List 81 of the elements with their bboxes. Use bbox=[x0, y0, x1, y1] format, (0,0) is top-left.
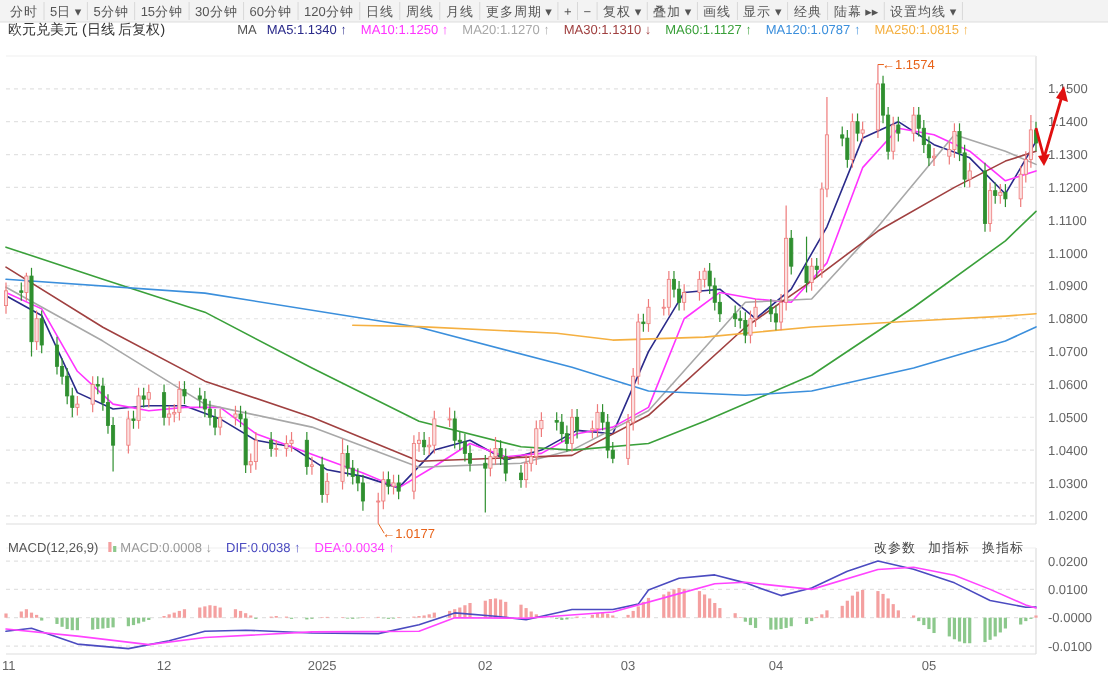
candlestick bbox=[253, 431, 258, 471]
candlestick bbox=[993, 181, 998, 205]
candlestick bbox=[911, 106, 916, 142]
candlestick bbox=[789, 229, 794, 275]
candlestick bbox=[641, 313, 646, 333]
candlestick bbox=[575, 408, 580, 440]
candlestick bbox=[396, 474, 401, 500]
candlestick bbox=[682, 283, 687, 312]
candlestick bbox=[804, 236, 809, 294]
candlestick bbox=[814, 257, 819, 279]
candlestick bbox=[447, 406, 452, 428]
candlestick bbox=[891, 116, 896, 161]
candlestick bbox=[126, 410, 131, 454]
candlestick bbox=[569, 408, 574, 453]
candlestick bbox=[325, 472, 330, 504]
candlestick bbox=[39, 309, 44, 354]
candlestick bbox=[850, 112, 855, 169]
candlestick bbox=[141, 387, 146, 409]
candlestick bbox=[595, 403, 600, 438]
candlestick bbox=[243, 410, 248, 474]
candlestick bbox=[146, 383, 151, 409]
candlestick bbox=[177, 380, 182, 422]
candlestick bbox=[345, 444, 350, 477]
candlestick bbox=[845, 129, 850, 169]
candlestick bbox=[233, 405, 238, 427]
candlestick bbox=[340, 438, 345, 491]
candlestick bbox=[896, 116, 901, 142]
candlestick bbox=[269, 431, 274, 458]
line-series bbox=[5, 278, 1037, 397]
candlestick bbox=[646, 298, 651, 333]
candlestick bbox=[54, 336, 59, 376]
candlestick bbox=[697, 270, 702, 302]
candlestick bbox=[773, 305, 778, 331]
candlestick bbox=[4, 282, 8, 315]
candlestick bbox=[131, 410, 136, 430]
candlestick bbox=[24, 272, 29, 302]
candlestick bbox=[666, 270, 671, 317]
candlestick bbox=[875, 63, 880, 139]
candlestick bbox=[1003, 183, 1008, 208]
candlestick bbox=[360, 474, 365, 512]
candlestick bbox=[768, 298, 773, 323]
candlestick bbox=[386, 470, 391, 496]
candlestick bbox=[534, 419, 539, 466]
candlestick bbox=[743, 311, 748, 344]
candlestick bbox=[422, 431, 427, 456]
candlestick bbox=[432, 410, 437, 454]
candlestick bbox=[809, 257, 814, 292]
candlestick bbox=[391, 474, 396, 496]
candlestick bbox=[289, 431, 294, 453]
candlestick bbox=[34, 309, 39, 351]
candlestick bbox=[197, 387, 202, 409]
candlestick bbox=[19, 282, 24, 302]
candlestick bbox=[304, 431, 309, 476]
candlestick bbox=[733, 305, 738, 328]
candlestick bbox=[855, 112, 860, 142]
candlestick bbox=[284, 434, 289, 458]
candlestick bbox=[483, 454, 488, 514]
candlestick bbox=[860, 121, 865, 142]
candlestick bbox=[182, 380, 187, 405]
candlestick bbox=[90, 375, 95, 413]
candlestick bbox=[162, 383, 167, 427]
candlestick bbox=[167, 405, 172, 427]
candlestick bbox=[452, 410, 457, 450]
candlestick bbox=[519, 464, 523, 489]
candlestick bbox=[136, 387, 141, 430]
line-series bbox=[351, 313, 1037, 341]
candlestick bbox=[503, 447, 508, 482]
candlestick bbox=[462, 433, 467, 463]
candlestick bbox=[75, 395, 80, 417]
candlestick bbox=[213, 408, 218, 436]
candlestick bbox=[202, 390, 207, 418]
candlestick bbox=[952, 122, 957, 159]
candlestick bbox=[309, 456, 314, 476]
line-series bbox=[5, 210, 1037, 451]
candlestick bbox=[218, 408, 223, 436]
candlestick bbox=[411, 434, 416, 500]
candlestick bbox=[998, 183, 1003, 205]
candlestick bbox=[967, 162, 972, 188]
candlestick bbox=[320, 456, 325, 504]
candlestick bbox=[988, 181, 993, 233]
candlestick bbox=[524, 454, 529, 489]
